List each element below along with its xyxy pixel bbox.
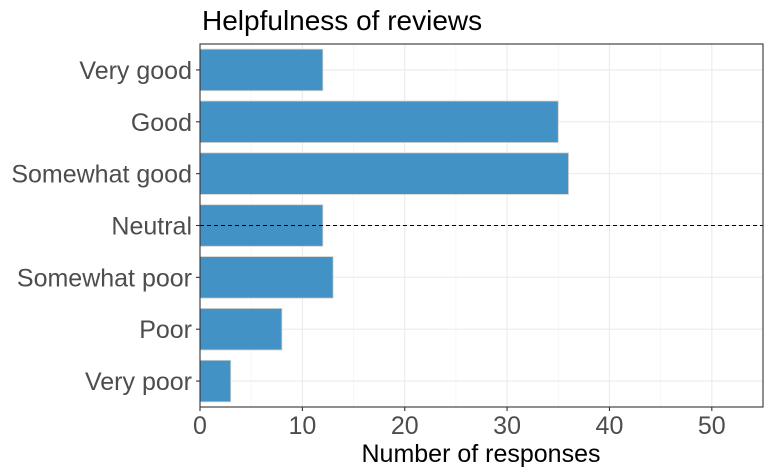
- category-label: Somewhat poor: [17, 264, 192, 292]
- category-label: Very poor: [85, 368, 192, 396]
- category-label: Poor: [139, 316, 192, 344]
- bar-very-poor: [199, 359, 232, 403]
- x-tick-label: 30: [493, 412, 521, 440]
- bar-very-good: [199, 48, 324, 92]
- x-tick-label: 0: [193, 412, 207, 440]
- x-tick-label: 20: [391, 412, 419, 440]
- x-tick-label: 10: [288, 412, 316, 440]
- bar-good: [199, 100, 559, 143]
- bar-somewhat-good: [199, 152, 569, 195]
- category-label: Good: [131, 109, 192, 137]
- chart-title: Helpfulness of reviews: [202, 5, 482, 36]
- x-tick-label: 40: [596, 412, 624, 440]
- x-axis: 0 10 20 30 40 50: [193, 407, 726, 440]
- category-label: Very good: [79, 57, 192, 85]
- bar-somewhat-poor: [199, 256, 334, 299]
- category-label: Somewhat good: [11, 161, 192, 189]
- bar-poor: [199, 308, 283, 351]
- category-label: Neutral: [111, 213, 192, 241]
- bars: [199, 48, 569, 403]
- category-axis: Very good Good Somewhat good Neutral Somewha…: [11, 57, 200, 396]
- x-axis-title: Number of responses: [361, 440, 600, 468]
- bar-neutral: [199, 204, 324, 247]
- x-tick-label: 50: [698, 412, 726, 440]
